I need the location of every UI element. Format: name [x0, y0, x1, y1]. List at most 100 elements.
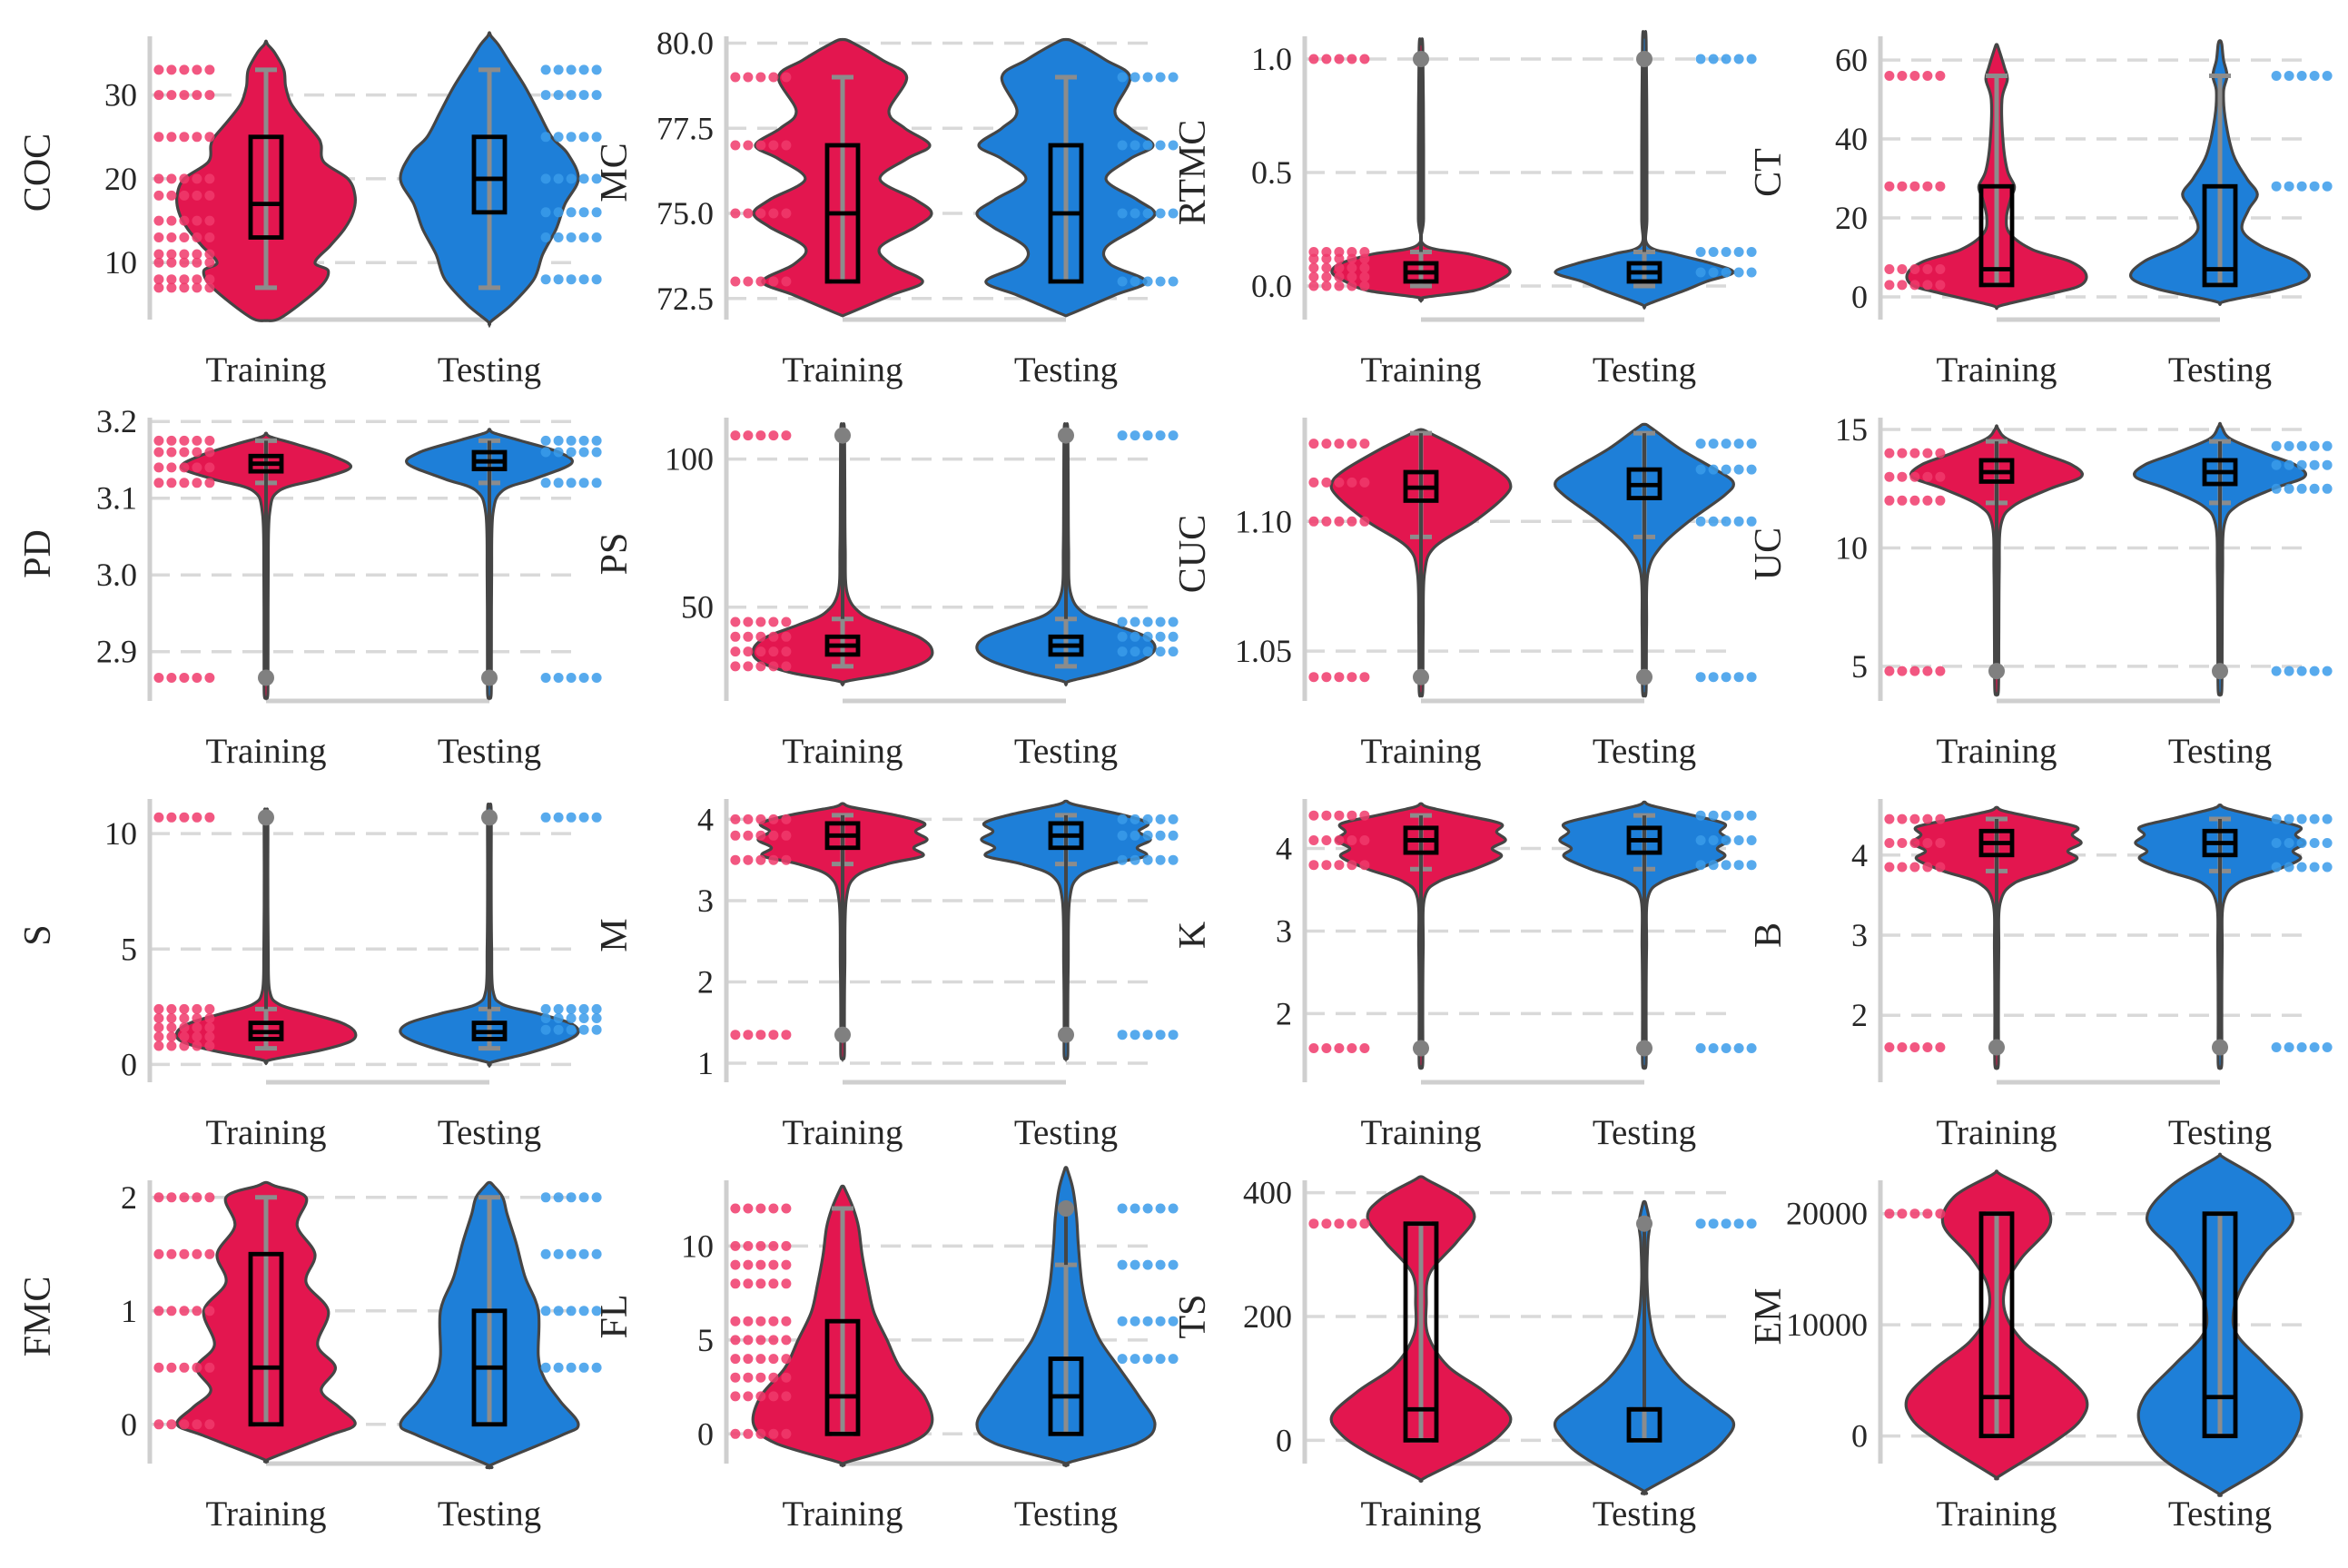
data-point-testing: [2296, 483, 2307, 494]
data-point-training: [1884, 666, 1895, 676]
x-category-label: Testing: [438, 1494, 541, 1533]
data-point-training: [768, 646, 779, 657]
data-point-training: [730, 830, 741, 841]
data-point-training: [768, 1372, 779, 1383]
data-point-testing: [1155, 646, 1166, 657]
data-point-training: [1897, 862, 1908, 873]
data-point-testing: [1130, 631, 1140, 642]
data-point-testing: [2284, 181, 2294, 192]
data-point-training: [1321, 477, 1332, 488]
data-point-training: [781, 72, 792, 83]
data-point-testing: [591, 1248, 602, 1259]
flier-point: [1636, 1040, 1652, 1057]
y-tick-label: 5: [697, 1322, 714, 1358]
flier-point: [1058, 1026, 1074, 1043]
data-point-training: [743, 1030, 754, 1040]
data-point-training: [1308, 477, 1319, 488]
panel-m: 1 2 3 4 M Training Testing: [594, 799, 1179, 1152]
flier-point: [1413, 51, 1429, 67]
data-point-training: [166, 1248, 177, 1259]
data-point-training: [179, 90, 190, 101]
data-point-training: [730, 616, 741, 627]
data-point-testing: [1746, 672, 1757, 683]
data-point-testing: [1130, 276, 1140, 287]
data-point-training: [1909, 280, 1920, 291]
data-point-training: [730, 661, 741, 672]
data-point-training: [192, 447, 202, 458]
data-point-testing: [566, 274, 577, 285]
data-point-training: [153, 462, 164, 473]
data-point-training: [743, 1240, 754, 1251]
flier-point: [258, 809, 274, 826]
data-point-testing: [1130, 72, 1140, 83]
data-point-training: [755, 1428, 766, 1439]
data-point-testing: [1733, 54, 1744, 64]
data-point-testing: [1130, 616, 1140, 627]
data-point-training: [730, 276, 741, 287]
data-point-testing: [1117, 1259, 1128, 1270]
data-point-testing: [578, 447, 589, 458]
y-tick-label: 5: [121, 931, 137, 967]
data-point-training: [1308, 1043, 1319, 1053]
data-point-training: [153, 673, 164, 683]
data-point-training: [192, 812, 202, 823]
data-point-testing: [1721, 672, 1731, 683]
data-point-training: [768, 72, 779, 83]
y-tick-label: 0: [121, 1406, 137, 1443]
data-point-testing: [1155, 1316, 1166, 1326]
x-category-label: Training: [1937, 1494, 2057, 1533]
data-point-training: [1308, 439, 1319, 449]
data-point-testing: [2322, 71, 2333, 81]
y-tick-label: 1.05: [1235, 633, 1292, 669]
data-point-training: [743, 1391, 754, 1402]
data-point-testing: [2309, 181, 2320, 192]
y-tick-label: 2: [697, 963, 714, 1000]
data-point-testing: [540, 1003, 551, 1014]
data-point-testing: [540, 207, 551, 218]
data-point-training: [179, 1031, 190, 1042]
data-point-testing: [566, 1003, 577, 1014]
data-point-training: [166, 1362, 177, 1373]
y-tick-label: 1.10: [1235, 503, 1292, 539]
data-point-training: [1884, 495, 1895, 506]
iqr-box-testing: [2202, 1211, 2238, 1439]
data-point-testing: [2322, 666, 2333, 676]
data-point-training: [1909, 495, 1920, 506]
data-point-training: [781, 1354, 792, 1365]
data-point-training: [153, 90, 164, 101]
data-point-testing: [2309, 71, 2320, 81]
panel-k: 2 3 4 K Training Testing: [1172, 799, 1757, 1152]
data-point-testing: [1142, 814, 1153, 824]
data-point-training: [179, 1306, 190, 1317]
data-point-training: [1922, 495, 1933, 506]
x-category-label: Training: [1937, 350, 2057, 390]
flier-point: [1988, 663, 2005, 680]
data-point-training: [166, 673, 177, 683]
data-point-training: [1935, 448, 1946, 459]
data-point-testing: [1708, 810, 1719, 821]
data-point-training: [166, 90, 177, 101]
data-point-training: [755, 208, 766, 219]
data-point-testing: [540, 447, 551, 458]
data-point-testing: [566, 64, 577, 75]
data-point-training: [1308, 810, 1319, 821]
data-point-training: [153, 1040, 164, 1051]
data-point-training: [1334, 271, 1345, 282]
data-point-training: [179, 64, 190, 75]
data-point-training: [192, 1013, 202, 1023]
data-point-training: [781, 1391, 792, 1402]
data-point-testing: [578, 64, 589, 75]
data-point-training: [1347, 1043, 1357, 1053]
data-point-training: [204, 132, 215, 143]
data-point-testing: [1155, 1354, 1166, 1365]
data-point-training: [166, 1040, 177, 1051]
data-point-testing: [1733, 860, 1744, 871]
data-point-training: [768, 661, 779, 672]
data-point-testing: [1130, 1030, 1140, 1040]
data-point-training: [204, 232, 215, 242]
data-point-training: [192, 462, 202, 473]
data-point-training: [192, 673, 202, 683]
y-axis-label: UC: [1748, 528, 1790, 580]
data-point-testing: [2322, 1042, 2333, 1052]
iqr-box-training: [824, 1318, 861, 1436]
